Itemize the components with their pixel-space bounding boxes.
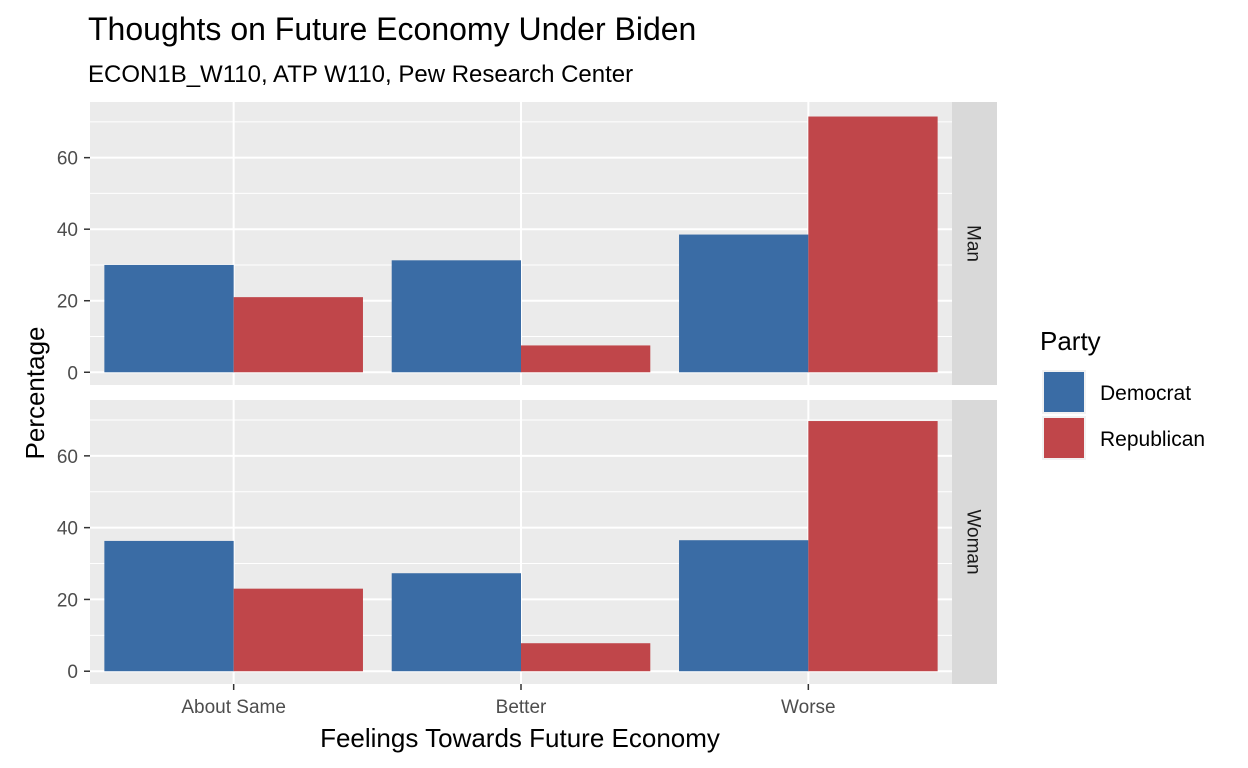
- x-tick-label: Better: [496, 697, 547, 718]
- bar-woman-republican-better: [521, 643, 651, 672]
- bar-woman-republican-about-same: [233, 588, 363, 672]
- bar-woman-democrat-worse: [679, 540, 809, 672]
- y-tick-label: 40: [57, 220, 78, 241]
- y-axis-label: Percentage: [20, 327, 50, 460]
- x-tick-label: About Same: [181, 697, 286, 718]
- bar-man-republican-about-same: [233, 297, 363, 373]
- legend-title: Party: [1040, 326, 1101, 356]
- y-tick-label: 20: [57, 590, 78, 611]
- legend-swatch-democrat: [1044, 372, 1084, 412]
- y-tick-label: 60: [57, 447, 78, 468]
- facet-strip: [952, 400, 997, 684]
- bar-woman-republican-worse: [808, 421, 938, 672]
- facet-panel-woman: 0 20 40 60 Woman: [57, 400, 997, 684]
- legend-label-republican: Republican: [1100, 428, 1205, 451]
- bar-man-democrat-worse: [679, 234, 809, 373]
- bar-man-republican-better: [521, 345, 651, 373]
- x-axis-label: Feelings Towards Future Economy: [320, 723, 720, 753]
- legend-swatch-republican: [1044, 418, 1084, 458]
- chart-subtitle: ECON1B_W110, ATP W110, Pew Research Cent…: [88, 61, 633, 88]
- legend: Party Democrat Republican: [1040, 326, 1205, 460]
- facet-strip-label: Man: [963, 225, 984, 262]
- bar-man-democrat-better: [391, 260, 521, 373]
- chart-title: Thoughts on Future Economy Under Biden: [88, 11, 696, 47]
- bar-woman-democrat-better: [391, 573, 521, 672]
- y-tick-label: 40: [57, 519, 78, 540]
- legend-label-democrat: Democrat: [1100, 382, 1191, 405]
- bar-man-republican-worse: [808, 116, 938, 373]
- facet-strip-label: Woman: [963, 509, 984, 574]
- plot-area: 0 20 40 60 Man 0 20 40 60 Woman About Same Better Wo…: [57, 102, 997, 718]
- y-tick-label: 0: [67, 662, 78, 683]
- bar-man-democrat-about-same: [104, 264, 234, 373]
- y-tick-label: 20: [57, 292, 78, 313]
- facet-panel-man: 0 20 40 60 Man: [57, 102, 997, 385]
- y-tick-label: 60: [57, 149, 78, 170]
- x-tick-label: Worse: [781, 697, 836, 718]
- bar-woman-democrat-about-same: [104, 540, 234, 672]
- facet-strip: [952, 102, 997, 385]
- y-tick-label: 0: [67, 363, 78, 384]
